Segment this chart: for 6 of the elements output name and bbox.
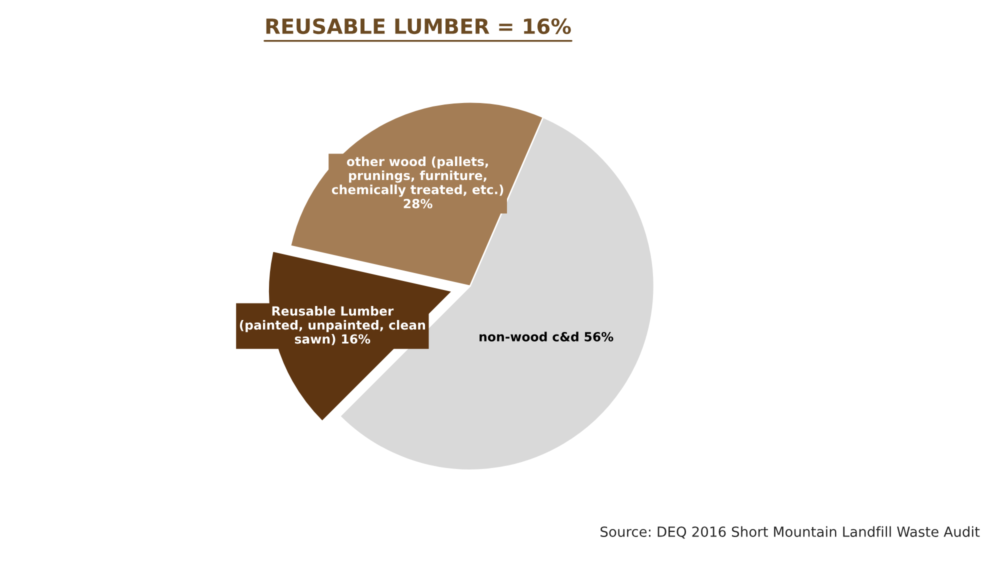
slice-label: non-wood c&d 56% bbox=[480, 332, 614, 342]
slice-label: other wood (pallets, prunings, furniture, chemically treated, etc.) bbox=[332, 156, 504, 197]
source-note: Source: DEQ 2016 Short Mountain Landfill Waste Audit bbox=[600, 526, 980, 539]
data-label: 28% bbox=[404, 198, 432, 208]
chart-title: REUSABLE LUMBER = 16% bbox=[266, 18, 571, 34]
slice-label: Reusable Lumber (painted, unpainted, clean sawn) 16% bbox=[240, 306, 426, 346]
